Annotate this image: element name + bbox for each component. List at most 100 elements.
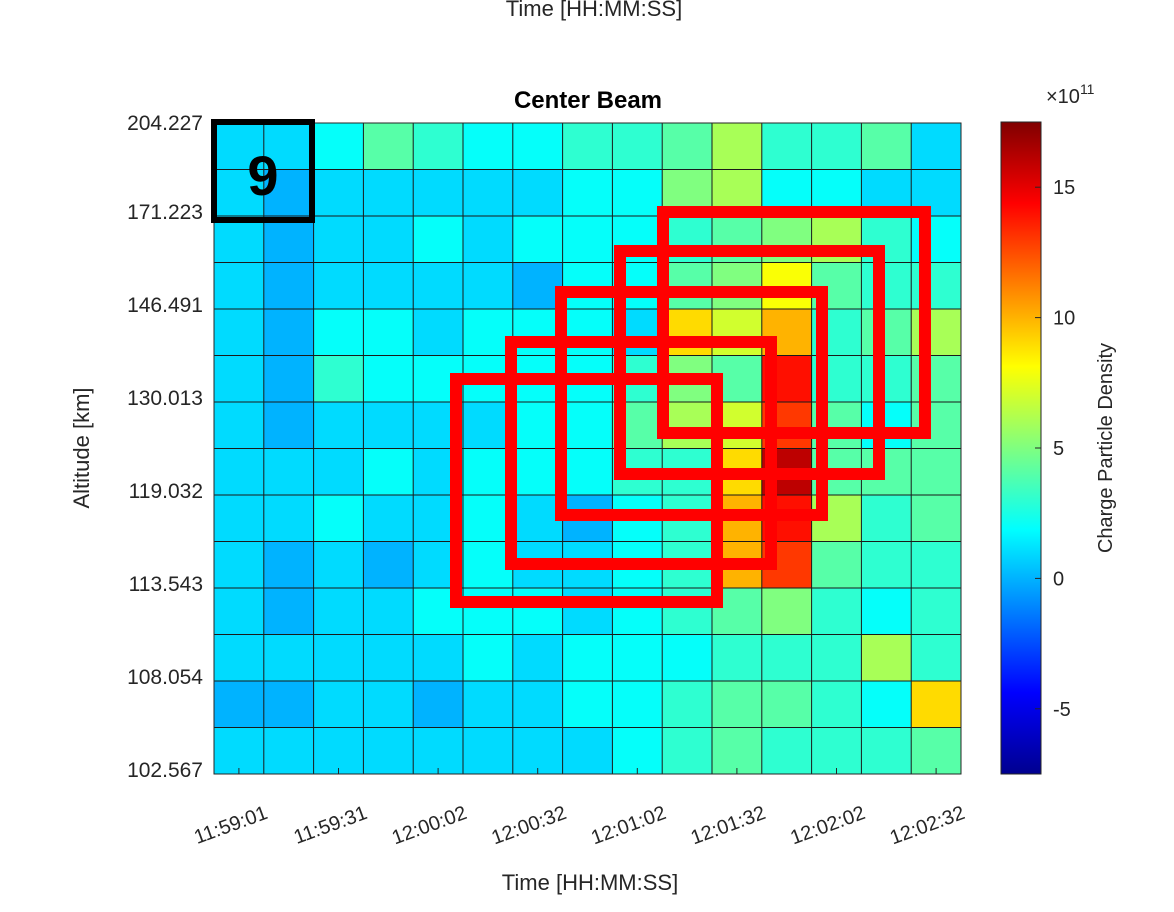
x-tick-label: 11:59:01 — [191, 802, 270, 849]
y-tick-label: 102.567 — [127, 759, 203, 782]
heatmap-cell-r10-c6 — [512, 588, 564, 635]
top-cropped-label: Time [HH:MM:SS] — [506, 0, 682, 21]
heatmap-cell-r9-c12 — [811, 541, 862, 589]
y-axis-ticks: 204.227 171.223 146.491 130.013 119.032 113.5… — [127, 112, 203, 782]
heatmap-cell-r12-c5 — [463, 681, 514, 728]
heatmap-cell-r11-c12 — [811, 634, 862, 682]
colorbar-exponent: ×1011 — [1046, 81, 1095, 108]
heatmap-cell-r3-c5 — [463, 262, 514, 310]
heatmap-cell-r4-c10 — [712, 309, 763, 356]
heatmap-cell-r8-c14 — [911, 495, 962, 542]
heatmap-cell-r1-c5 — [463, 169, 514, 217]
heatmap-cell-r11-c9 — [662, 634, 713, 682]
heatmap-cell-r4-c5 — [463, 309, 514, 356]
heatmap-cell-r7-c0 — [214, 448, 265, 496]
heatmap-cell-r13-c11 — [761, 727, 813, 775]
heatmap-cell-r3-c6 — [512, 262, 564, 310]
heatmap-cell-r5-c1 — [263, 355, 315, 403]
heatmap-cell-r12-c9 — [662, 681, 713, 728]
heatmap-cell-r0-c12 — [811, 123, 862, 170]
y-tick-label: 108.054 — [127, 666, 203, 689]
x-tick-label: 12:01:32 — [688, 802, 769, 849]
heatmap-cell-r8-c2 — [313, 495, 364, 542]
y-tick-label: 119.032 — [129, 480, 203, 503]
heatmap-cell-r8-c1 — [263, 495, 315, 542]
heatmap-cell-r13-c9 — [662, 727, 713, 775]
colorbar-tick-label: 15 — [1053, 177, 1075, 199]
heatmap-cell-r8-c3 — [363, 495, 414, 542]
heatmap-cell-r10-c8 — [612, 588, 663, 635]
heatmap-cell-r0-c4 — [413, 123, 464, 170]
heatmap-cell-r12-c6 — [512, 681, 564, 728]
heatmap-cell-r6-c1 — [263, 402, 315, 449]
y-tick-label: 204.227 — [127, 112, 203, 135]
heatmap-cell-r10-c5 — [463, 588, 514, 635]
heatmap-cell-r9-c2 — [313, 541, 364, 589]
heatmap-cell-r5-c14 — [911, 355, 962, 403]
heatmap-cell-r6-c6 — [512, 402, 564, 449]
heatmap-cell-r8-c5 — [463, 495, 514, 542]
heatmap-cell-r4-c14 — [911, 309, 962, 356]
heatmap-cell-r13-c5 — [463, 727, 514, 775]
x-axis-label: Time [HH:MM:SS] — [502, 870, 678, 895]
highlight-box — [450, 373, 723, 608]
heatmap-cell-r0-c6 — [512, 123, 564, 170]
heatmap-cell-r13-c13 — [861, 727, 912, 775]
heatmap-cell-r13-c12 — [811, 727, 862, 775]
heatmap-cell-r0-c8 — [612, 123, 663, 170]
heatmap-cell-r12-c14 — [911, 681, 962, 728]
heatmap-cell-r3-c4 — [413, 262, 464, 310]
heatmap-cell-r0-c7 — [562, 123, 613, 170]
heatmap-cell-r13-c8 — [612, 727, 663, 775]
heatmap-cell-r13-c10 — [712, 727, 763, 775]
heatmap-cell-r11-c13 — [861, 634, 912, 682]
heatmap-cell-r4-c7 — [562, 309, 613, 356]
heatmap-cell-r12-c10 — [712, 681, 763, 728]
y-axis-label: Altitude [km] — [69, 387, 94, 508]
heatmap-cell-r9-c1 — [263, 541, 315, 589]
heatmap-cell-r13-c14 — [911, 727, 962, 775]
heatmap-cell-r12-c3 — [363, 681, 414, 728]
colorbar-tick-label: -5 — [1053, 699, 1071, 721]
heatmap-cell-r5-c0 — [214, 355, 265, 403]
y-tick-label: 130.013 — [127, 387, 203, 410]
heatmap-cell-r9-c5 — [463, 541, 514, 589]
heatmap-cell-r13-c7 — [562, 727, 613, 775]
heatmap-cell-r10-c14 — [911, 588, 962, 635]
heatmap-cell-r12-c2 — [313, 681, 364, 728]
heatmap-cell-r12-c8 — [612, 681, 663, 728]
heatmap-cell-r11-c8 — [612, 634, 663, 682]
heatmap-cell-r10-c0 — [214, 588, 265, 635]
heatmap-cell-r0-c11 — [761, 123, 813, 170]
heatmap-cell-r2-c4 — [413, 216, 464, 263]
heatmap-cell-r1-c1 — [263, 169, 315, 217]
heatmap-cell-r10-c7 — [562, 588, 613, 635]
heatmap-cell-r4-c0 — [214, 309, 265, 356]
heatmap-cell-r9-c3 — [363, 541, 414, 589]
heatmap-cell-r4-c6 — [512, 309, 564, 356]
heatmap-cell-r6-c9 — [662, 402, 713, 449]
x-axis-ticks: 11:59:01 11:59:31 12:00:02 12:00:32 12:01:02… — [191, 768, 968, 849]
heatmap-cell-r12-c0 — [214, 681, 265, 728]
colorbar — [1000, 121, 1042, 775]
heatmap-cell-r1-c3 — [363, 169, 414, 217]
heatmap-cell-r10-c13 — [861, 588, 912, 635]
heatmap-cell-r0-c0 — [214, 123, 265, 170]
heatmap-cell-r11-c7 — [562, 634, 613, 682]
highlight-boxes — [450, 206, 931, 608]
heatmap-cell-r3-c1 — [263, 262, 315, 310]
heatmap-cell-r1-c8 — [612, 169, 663, 217]
heatmap-cell-r3-c14 — [911, 262, 962, 310]
heatmap-cell-r6-c0 — [214, 402, 265, 449]
heatmap-cell-r1-c7 — [562, 169, 613, 217]
y-tick-label: 171.223 — [127, 201, 203, 224]
heatmap-cell-r5-c13 — [861, 355, 912, 403]
heatmap-cell-r2-c14 — [911, 216, 962, 263]
heatmap-cell-r11-c3 — [363, 634, 414, 682]
heatmap-cell-r4-c2 — [313, 309, 364, 356]
heatmap-cell-r3-c3 — [363, 262, 414, 310]
y-tick-label: 113.543 — [129, 573, 203, 596]
heatmap-cell-r12-c12 — [811, 681, 862, 728]
x-tick-label: 12:01:02 — [588, 802, 669, 849]
heatmap-cell-r2-c5 — [463, 216, 514, 263]
